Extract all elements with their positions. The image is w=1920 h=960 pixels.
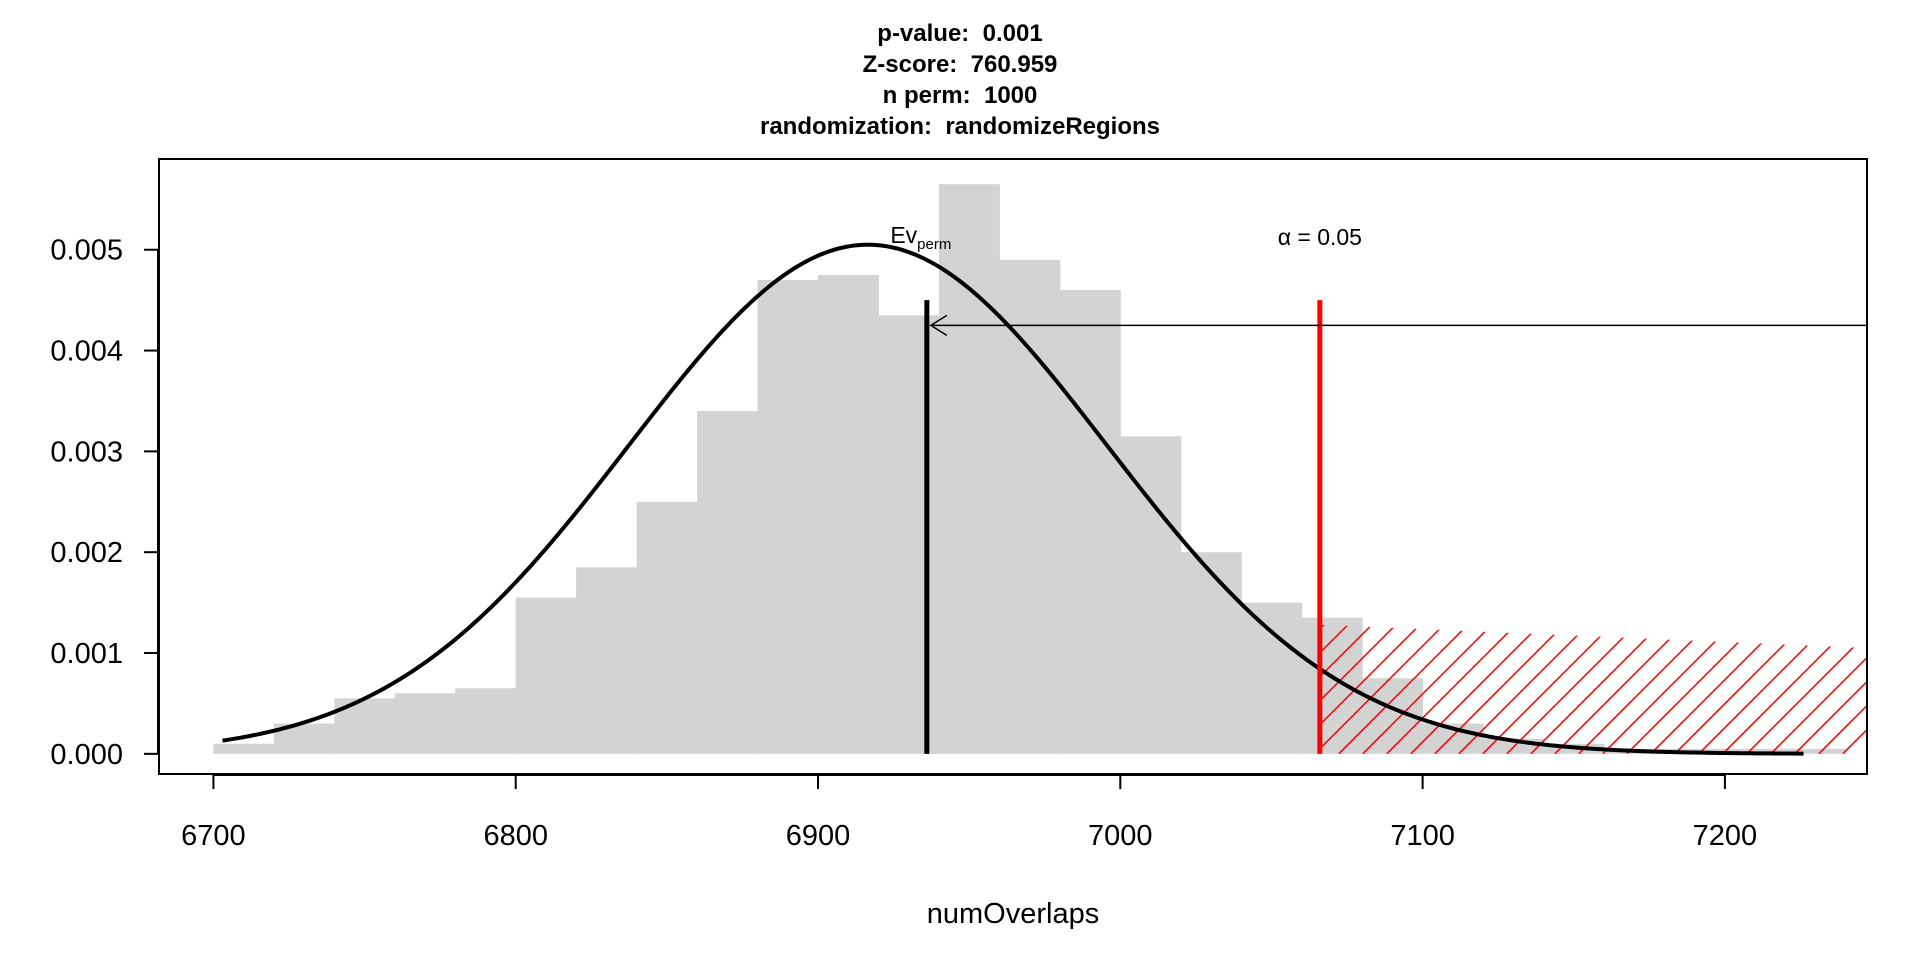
y-axis: 0.000 0.001 0.002 0.003 0.004 0.005: [50, 235, 159, 771]
title-nperm: n perm: 1000: [882, 82, 1038, 109]
ev-perm-label-sub: perm: [917, 236, 951, 253]
hatch-line: [1818, 624, 1867, 754]
x-tick-label: 7000: [1088, 820, 1153, 852]
histogram-bar: [818, 274, 879, 754]
hatch-line: [1458, 624, 1599, 754]
x-tick-label: 6800: [483, 820, 548, 852]
hatch-line: [1794, 624, 1867, 754]
hatch-line: [1410, 624, 1551, 754]
hatch-line: [1338, 624, 1479, 754]
histogram-bar: [697, 411, 759, 754]
ev-perm-label: Evperm: [890, 222, 951, 253]
normal-curve-group: [222, 242, 1804, 756]
hatch-line: [1319, 624, 1431, 754]
histogram-bar: [1785, 748, 1847, 754]
histogram-bar: [394, 693, 456, 754]
title-zscore: Z-score: 760.959: [862, 51, 1058, 78]
histogram-bar: [1724, 748, 1786, 754]
hatch-lines: [1319, 624, 1867, 754]
histogram-bar: [515, 597, 577, 754]
hatch-line: [1319, 624, 1455, 754]
y-tick-label: 0.004: [50, 336, 123, 368]
histogram-bar: [757, 279, 819, 754]
evaluation-arrowhead: [929, 314, 948, 336]
histogram-bar: [1059, 290, 1121, 754]
y-tick-label: 0.005: [50, 235, 123, 267]
hatch-line: [1362, 624, 1503, 754]
histogram-bar: [1301, 617, 1363, 754]
histogram-bar: [938, 184, 1000, 754]
x-axis-title: numOverlaps: [927, 898, 1099, 930]
histogram-bar: [1180, 552, 1242, 754]
x-tick-label: 6700: [181, 820, 246, 852]
hatch-line: [1386, 624, 1527, 754]
chart-title: p-value: 0.001 Z-score: 760.959 n perm: …: [0, 18, 1920, 142]
hatch-line: [1842, 624, 1867, 754]
hatch-line: [1482, 624, 1623, 754]
x-tick-label: 7200: [1693, 820, 1758, 852]
y-tick-label: 0.002: [50, 537, 123, 569]
normal-curve: [222, 242, 1804, 756]
reference-lines: [924, 300, 1867, 754]
y-tick-label: 0.003: [50, 436, 123, 468]
histogram-bar: [455, 688, 517, 754]
critical-region-hatch: [1319, 624, 1867, 754]
hatch-line: [1319, 624, 1407, 754]
histogram-bar: [878, 315, 940, 754]
y-tick-label: 0.000: [50, 739, 123, 771]
x-tick-label: 6900: [786, 820, 851, 852]
title-pvalue: p-value: 0.001: [877, 20, 1043, 47]
x-tick-label: 7100: [1390, 820, 1455, 852]
alpha-label: α = 0.05: [1278, 224, 1362, 250]
hatch-line: [1319, 624, 1359, 754]
hatch-line: [1319, 624, 1383, 754]
x-axis: 6700 6800 6900 7000 7100 7200: [181, 774, 1757, 852]
histogram-bar: [636, 501, 698, 754]
hatch-line: [1866, 624, 1867, 754]
ev-perm-label-main: Ev: [890, 222, 917, 248]
hatch-line: [1506, 624, 1647, 754]
histogram-bar: [999, 259, 1061, 754]
histogram-bar: [576, 567, 638, 754]
title-randomization: randomization: randomizeRegions: [759, 113, 1161, 140]
hatch-line: [1770, 624, 1867, 754]
histogram-bar: [1241, 602, 1303, 754]
histogram-bar: [1120, 436, 1182, 754]
histogram-bars: [213, 184, 1847, 754]
y-tick-label: 0.001: [50, 638, 123, 670]
histogram-bar: [213, 743, 275, 754]
